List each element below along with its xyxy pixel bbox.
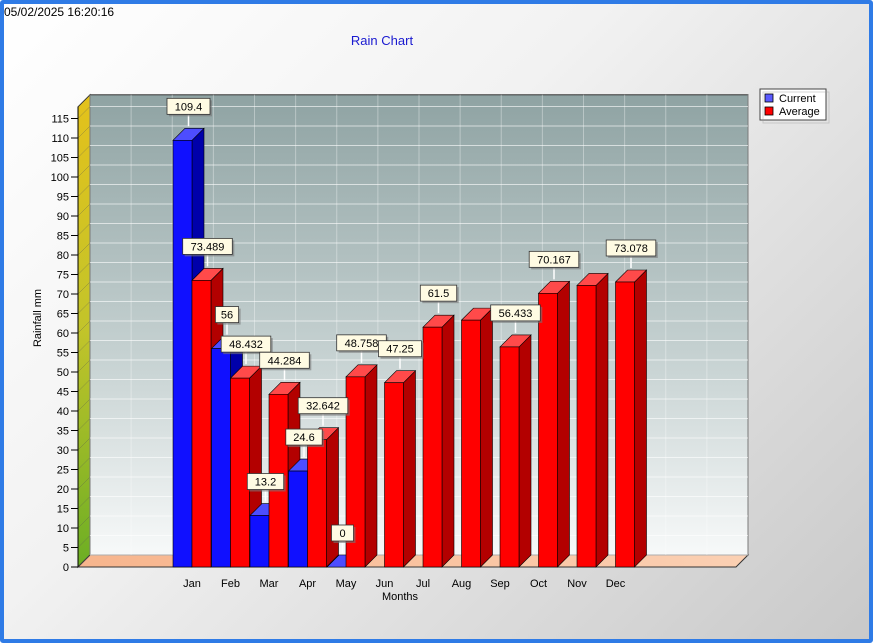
x-axis: Jan Feb Mar Apr May Jun Jul Aug Sep Oct Nov Dec [183,578,626,590]
bar-average-nov [576,272,609,568]
svg-text:73.078: 73.078 [614,243,648,255]
y-tick-label: 65 [57,309,69,321]
y-tick-label: 50 [57,367,69,379]
x-tick-label: Jan [183,578,201,590]
label-current-may: 0 [331,524,356,553]
chart-title: Rain Chart [351,33,414,48]
x-tick-label: May [336,578,357,590]
data-labels: 109.4 73.489 56 48.432 13.2 44.284 24.6 32.642 0… [166,97,658,553]
legend-current: Current [779,93,816,105]
svg-text:61.5: 61.5 [428,288,449,300]
y-tick-label: 70 [57,289,69,301]
svg-text:48.758: 48.758 [345,338,379,350]
y-tick-label: 85 [57,231,69,243]
y-tick-label: 15 [57,504,69,516]
bar-average-apr [306,426,340,568]
y-axis-label: Rainfall mm [32,289,44,347]
x-tick-label: Aug [452,578,472,590]
svg-text:70.167: 70.167 [537,254,571,266]
label-average-jan: 73.489 [182,237,235,267]
x-axis-label: Months [382,591,419,603]
legend-average: Average [779,106,820,118]
bar-average-oct [537,280,571,568]
y-tick-label: 115 [51,114,69,126]
label-average-mar: 44.284 [259,351,312,381]
x-tick-label: Sep [490,578,510,590]
y-tick-label: 55 [57,348,69,360]
y-tick-label: 105 [51,153,69,165]
y-tick-label: 110 [51,133,69,145]
x-tick-label: Nov [567,578,587,590]
svg-text:73.489: 73.489 [191,241,225,253]
legend-swatch-average [764,106,774,116]
label-average-oct: 70.167 [528,250,581,280]
svg-text:32.642: 32.642 [306,401,340,413]
x-tick-label: Dec [606,578,626,590]
label-average-jun: 47.25 [378,340,424,369]
y-tick-label: 75 [57,270,69,282]
x-tick-label: Mar [260,578,279,590]
svg-text:24.6: 24.6 [293,432,314,444]
bar-average-jun [383,370,417,568]
label-average-dec: 73.078 [605,239,658,268]
label-average-sep: 56.433 [490,304,543,333]
x-tick-label: Jul [416,578,430,590]
label-average-jul: 61.5 [419,284,459,314]
y-tick-label: 25 [57,465,69,477]
svg-text:13.2: 13.2 [255,477,276,489]
timestamp: 05/02/2025 16:20:16 [4,5,115,19]
svg-text:56.433: 56.433 [499,308,533,320]
legend: Current Average [759,88,830,124]
label-current-apr: 24.6 [285,428,325,458]
svg-text:48.432: 48.432 [229,339,263,351]
bar-average-sep [499,334,532,568]
bar-average-dec [614,269,648,568]
y-tick-label: 95 [57,192,69,204]
y-axis: 0 5 10 15 20 25 30 35 40 45 50 55 60 65 70 75 80 85 90 95 10… [51,106,79,574]
y-tick-label: 60 [57,328,69,340]
y-tick-label: 80 [57,250,69,262]
bar-average-aug [460,307,494,568]
y-tick-label: 30 [57,445,69,457]
bars [172,127,648,568]
y-tick-label: 45 [57,387,69,399]
bar-average-jul [422,314,455,568]
label-current-jan: 109.4 [166,97,212,127]
label-average-apr: 32.642 [297,397,350,426]
y-tick-label: 10 [57,523,69,535]
label-current-feb: 56 [214,306,241,335]
y-tick-label: 90 [57,211,69,223]
svg-text:0: 0 [339,528,345,540]
label-average-may: 48.758 [336,334,389,363]
legend-swatch-current [764,93,774,103]
x-tick-label: Jun [376,578,394,590]
x-tick-label: Apr [299,578,316,590]
x-tick-label: Oct [530,578,547,590]
svg-text:44.284: 44.284 [268,355,302,367]
svg-text:109.4: 109.4 [175,101,203,113]
svg-text:56: 56 [221,310,233,322]
y-tick-label: 0 [63,562,69,574]
label-average-feb: 48.432 [220,335,273,365]
svg-text:47.25: 47.25 [386,344,414,356]
y-tick-label: 35 [57,426,69,438]
x-tick-label: Feb [221,578,240,590]
y-tick-label: 40 [57,406,69,418]
y-tick-label: 5 [63,543,69,555]
bar-average-may [345,364,378,568]
label-current-mar: 13.2 [246,473,286,502]
y-tick-label: 100 [51,172,69,184]
y-tick-label: 20 [57,484,69,496]
